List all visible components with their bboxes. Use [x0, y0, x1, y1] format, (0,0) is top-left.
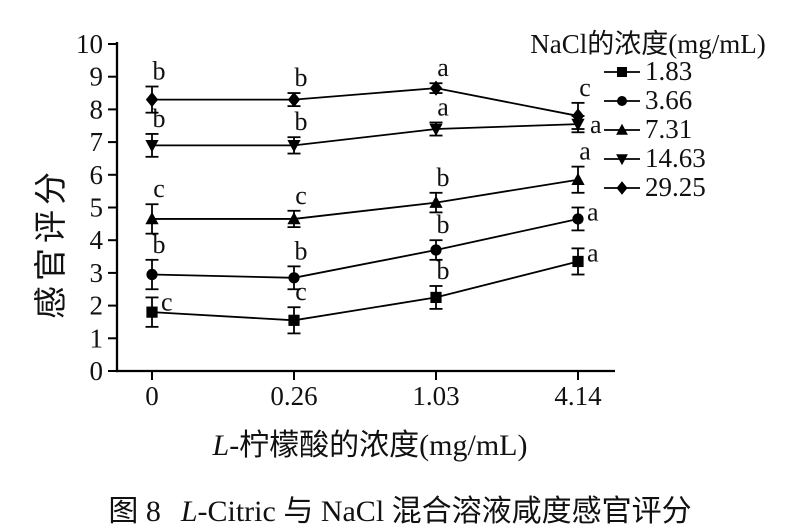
significance-letter: b — [437, 256, 450, 285]
triangle-up-marker-icon — [287, 211, 301, 225]
legend-item-14.63: 14.63 — [603, 144, 706, 173]
y-tick-label: 9 — [90, 62, 104, 92]
triangle-up-marker-icon — [571, 172, 585, 186]
triangle-up-legend-icon — [604, 123, 640, 135]
figure-caption-number: 图 8 — [108, 495, 161, 528]
series-line-3.66 — [151, 218, 579, 279]
significance-letter: b — [437, 163, 450, 192]
legend-item-29.25: 29.25 — [603, 173, 706, 202]
significance-letter: a — [590, 110, 602, 139]
y-tick-label: 7 — [90, 127, 104, 157]
square-legend-icon — [604, 66, 640, 77]
triangle-down-marker-icon — [429, 123, 443, 137]
series-line-1.83 — [151, 260, 579, 322]
x-axis-label-text: -柠檬酸的浓度(mg/mL) — [229, 429, 528, 462]
series-line-14.63 — [152, 123, 579, 147]
significance-letter: a — [437, 53, 449, 82]
circle-marker-icon — [617, 95, 627, 106]
square-marker-icon — [288, 314, 300, 326]
figure-caption-italic: L — [180, 495, 198, 528]
significance-letter: c — [295, 277, 307, 306]
legend-item-1.83: 1.83 — [603, 57, 706, 86]
significance-letter: b — [295, 236, 308, 265]
legend-label: 29.25 — [645, 172, 706, 202]
diamond-marker-icon — [429, 80, 443, 96]
diamond-marker-icon — [616, 180, 628, 195]
triangle-up-marker-icon — [616, 123, 628, 135]
significance-letter: b — [295, 63, 308, 92]
triangle-down-marker-icon — [145, 140, 159, 153]
figure-caption-text: -Citric 与 NaCl 混合溶液咸度感官评分 — [197, 495, 692, 528]
circle-marker-icon — [288, 272, 300, 284]
legend-title: NaCl的浓度(mg/mL) — [530, 29, 766, 59]
significance-letter: a — [579, 137, 591, 166]
y-axis-label: 感官评分 — [34, 167, 70, 319]
x-tick-label: 0 — [145, 381, 159, 411]
diamond-marker-icon — [287, 92, 301, 108]
significance-letter: c — [153, 174, 165, 203]
x-axis-label-italic: L — [212, 429, 230, 462]
square-marker-icon — [430, 291, 442, 304]
legend-label: 7.31 — [645, 114, 693, 144]
significance-letter: c — [295, 181, 307, 210]
significance-letter: b — [437, 210, 450, 239]
y-tick-label: 2 — [90, 291, 104, 321]
significance-letter: a — [587, 198, 599, 227]
triangle-down-marker-icon — [287, 140, 301, 153]
triangle-up-marker-icon — [429, 195, 443, 208]
square-marker-icon — [617, 66, 627, 77]
legend-item-7.31: 7.31 — [603, 115, 706, 144]
figure-caption: 图 8 L-Citric 与 NaCl 混合溶液咸度感官评分 — [0, 486, 800, 530]
y-tick-label: 10 — [76, 29, 103, 59]
square-marker-icon — [572, 255, 584, 268]
circle-marker-icon — [146, 268, 158, 281]
diamond-marker-icon — [571, 108, 585, 124]
series-line-29.25 — [152, 87, 579, 117]
x-tick-label: 0.26 — [270, 381, 317, 411]
diamond-marker-icon — [145, 92, 159, 108]
series-line-7.31 — [152, 178, 579, 220]
diamond-legend-icon — [604, 180, 640, 195]
triangle-up-marker-icon — [145, 211, 159, 225]
significance-letter: b — [295, 107, 308, 136]
triangle-down-legend-icon — [604, 153, 640, 165]
y-tick-label: 3 — [90, 258, 104, 288]
y-tick-label: 6 — [90, 160, 104, 190]
legend-item-3.66: 3.66 — [603, 86, 706, 115]
y-tick-label: 1 — [90, 323, 104, 353]
significance-letter: b — [153, 104, 166, 133]
y-tick-label: 0 — [90, 356, 104, 386]
triangle-down-marker-icon — [616, 153, 628, 165]
significance-letter: c — [161, 287, 173, 316]
x-tick-label: 1.03 — [412, 381, 459, 411]
legend-label: 3.66 — [645, 85, 693, 115]
legend: 1.83 3.66 7.31 14.63 29.25 — [603, 57, 706, 202]
y-tick-label: 4 — [90, 225, 104, 255]
y-tick-label: 8 — [90, 94, 104, 124]
significance-letter: c — [579, 73, 591, 102]
y-tick-label: 5 — [90, 193, 104, 223]
legend-label: 14.63 — [645, 143, 706, 173]
square-marker-icon — [146, 306, 158, 318]
significance-letter: b — [153, 57, 166, 86]
legend-label: 1.83 — [645, 56, 693, 86]
circle-legend-icon — [604, 95, 640, 106]
x-tick-label: 4.14 — [554, 381, 602, 411]
significance-letter: a — [587, 238, 599, 267]
x-axis-label: L-柠檬酸的浓度(mg/mL) — [117, 420, 623, 464]
significance-letter: b — [153, 230, 166, 259]
circle-marker-icon — [572, 213, 584, 225]
significance-letter: a — [437, 92, 449, 121]
circle-marker-icon — [430, 244, 442, 256]
